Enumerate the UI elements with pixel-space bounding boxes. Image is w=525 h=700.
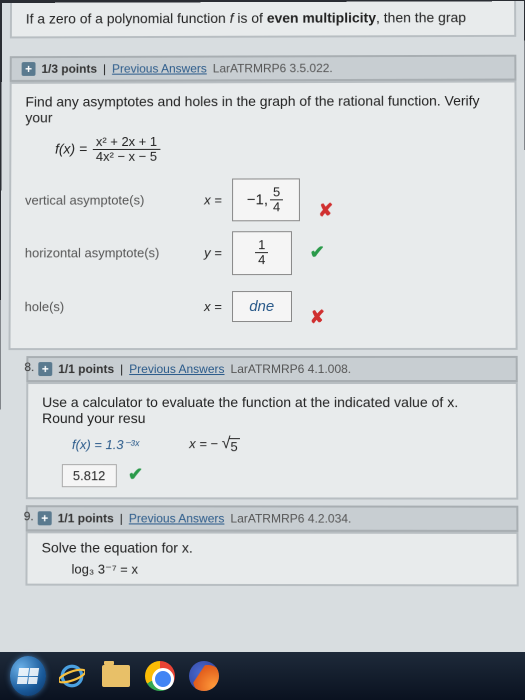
text: is of xyxy=(234,10,267,26)
sep: | xyxy=(103,62,106,76)
q8-panel: Use a calculator to evaluate the functio… xyxy=(26,382,518,500)
expand-icon[interactable]: + xyxy=(38,362,52,376)
firefox-icon[interactable] xyxy=(186,658,222,694)
q9-header: + 1/1 points | Previous Answers LarATRMR… xyxy=(26,505,519,532)
wrong-icon: ✘ xyxy=(318,200,333,221)
answer-box[interactable]: −1, 5 4 xyxy=(232,178,300,221)
text: If a zero of a polynomial function xyxy=(26,10,230,26)
correct-icon: ✔ xyxy=(310,243,325,264)
answer-box[interactable]: 1 4 xyxy=(232,231,292,275)
row-vertical-asymptote: vertical asymptote(s) x = −1, 5 4 ✘ xyxy=(25,178,501,222)
den: 4 xyxy=(255,254,268,268)
num: 1 xyxy=(255,238,268,253)
numerator: x² + 2x + 1 xyxy=(93,135,160,150)
text: , then the grap xyxy=(376,9,466,25)
q8-answer-box[interactable]: 5.812 xyxy=(62,464,117,487)
top-theorem-fragment: If a zero of a polynomial function f is … xyxy=(10,1,516,38)
q8-prompt: Use a calculator to evaluate the functio… xyxy=(42,394,502,426)
sep: | xyxy=(120,511,123,525)
q7-fraction: x² + 2x + 1 4x² − x − 5 xyxy=(93,135,160,165)
q9-prompt: Solve the equation for x. xyxy=(42,539,503,556)
num: 5 xyxy=(270,185,283,200)
sqrt-icon: √5 xyxy=(222,436,240,454)
points: 1/1 points xyxy=(58,362,114,376)
expand-icon[interactable]: + xyxy=(38,511,52,525)
wrong-icon: ✘ xyxy=(310,307,325,328)
q8-xval: x = − √5 xyxy=(189,436,240,454)
q7-function: f(x) = x² + 2x + 1 4x² − x − 5 xyxy=(55,134,501,164)
flabel: f(x) = xyxy=(55,141,87,157)
label: vertical asymptote(s) xyxy=(25,192,194,207)
ref: LarATRMRP6 4.1.008. xyxy=(231,362,352,376)
row-holes: hole(s) x = dne ✘ xyxy=(25,285,502,328)
den: 4 xyxy=(270,200,283,214)
var: x = xyxy=(204,299,222,314)
previous-answers-link[interactable]: Previous Answers xyxy=(112,62,207,76)
previous-answers-link[interactable]: Previous Answers xyxy=(129,362,224,376)
q7-header: + 1/3 points | Previous Answers LarATRMR… xyxy=(10,55,517,82)
expand-icon[interactable]: + xyxy=(22,62,36,76)
q7-prompt: Find any asymptotes and holes in the gra… xyxy=(25,92,500,125)
ref: LarATRMRP6 3.5.022. xyxy=(213,61,333,75)
ans-frac: 5 4 xyxy=(270,185,283,214)
xpre: x = − xyxy=(189,436,222,451)
q8-number: 8. xyxy=(14,360,34,374)
label: hole(s) xyxy=(25,299,195,314)
denominator: 4x² − x − 5 xyxy=(93,150,160,164)
correct-icon: ✔ xyxy=(128,464,143,484)
var: y = xyxy=(204,246,222,261)
row-horizontal-asymptote: horizontal asymptote(s) y = 1 4 ✔ xyxy=(25,231,502,275)
bold-text: even multiplicity xyxy=(267,10,376,26)
ans-part: −1, xyxy=(247,191,268,208)
previous-answers-link[interactable]: Previous Answers xyxy=(129,511,225,525)
screen-area: If a zero of a polynomial function f is … xyxy=(0,1,525,654)
start-button[interactable] xyxy=(10,658,46,694)
var: x = xyxy=(204,192,222,207)
points: 1/1 points xyxy=(58,511,114,525)
ref: LarATRMRP6 4.2.034. xyxy=(230,511,351,525)
q8-func: f(x) = 1.3⁻³ˣ xyxy=(72,437,139,453)
rad-arg: 5 xyxy=(228,438,239,454)
answer-box[interactable]: dne xyxy=(232,291,292,322)
windows-taskbar[interactable] xyxy=(0,652,525,700)
q9-equation: log₃ 3⁻⁷ = x xyxy=(72,561,503,578)
points: 1/3 points xyxy=(41,62,97,76)
q9-number: 9. xyxy=(14,509,34,523)
q8-header: + 1/1 points | Previous Answers LarATRMR… xyxy=(26,356,517,382)
sep: | xyxy=(120,362,123,376)
q7-panel: Find any asymptotes and holes in the gra… xyxy=(8,81,517,350)
q9-panel: Solve the equation for x. log₃ 3⁻⁷ = x xyxy=(25,531,518,586)
chrome-icon[interactable] xyxy=(142,658,178,694)
explorer-icon[interactable] xyxy=(98,658,134,694)
ie-icon[interactable] xyxy=(54,658,90,694)
label: horizontal asymptote(s) xyxy=(25,246,194,261)
ans-frac: 1 4 xyxy=(255,238,268,268)
